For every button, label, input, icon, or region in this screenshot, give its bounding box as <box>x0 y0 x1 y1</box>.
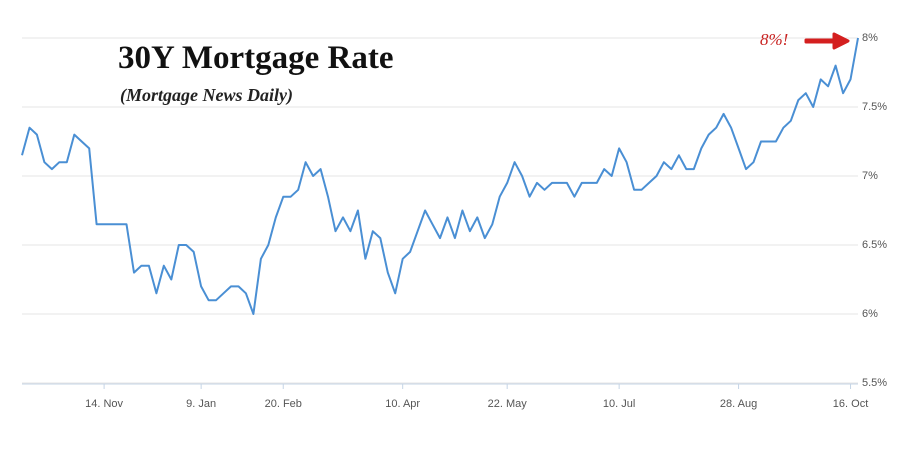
y-tick-label: 5.5% <box>862 377 887 389</box>
annotation: 8%! <box>760 30 788 49</box>
x-tick-label: 10. Jul <box>603 398 635 410</box>
x-tick-label: 9. Jan <box>186 398 216 410</box>
x-tick-label: 10. Apr <box>385 398 420 410</box>
x-tick-label: 28. Aug <box>720 398 757 410</box>
x-tick-label: 16. Oct <box>833 398 868 410</box>
y-tick-label: 6% <box>862 308 878 320</box>
chart-title: 30Y Mortgage Rate <box>118 40 394 76</box>
x-tick-label: 20. Feb <box>265 398 302 410</box>
y-tick-label: 7% <box>862 170 878 182</box>
y-tick-label: 6.5% <box>862 239 887 251</box>
y-tick-label: 8% <box>862 32 878 44</box>
x-tick-label: 22. May <box>488 398 528 410</box>
y-tick-label: 7.5% <box>862 101 887 113</box>
annotation-arrow <box>804 32 850 50</box>
line <box>21 37 859 315</box>
x-tick-label: 14. Nov <box>85 398 123 410</box>
chart-subtitle: (Mortgage News Daily) <box>120 85 293 106</box>
